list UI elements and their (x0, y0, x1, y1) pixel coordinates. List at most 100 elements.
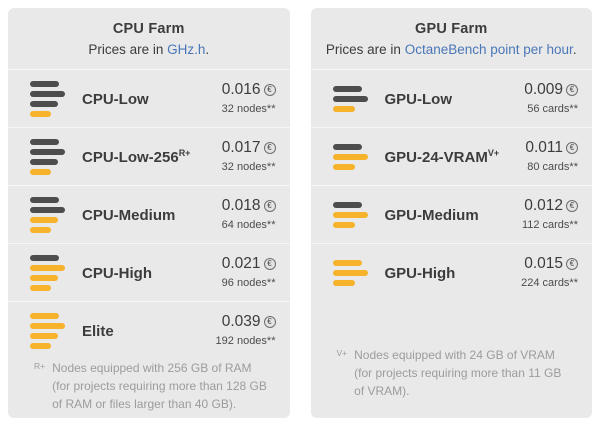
level-bar-active (332, 279, 355, 286)
level-bar-inactive (30, 148, 65, 155)
unit-link-ghzh[interactable]: GHz.h (167, 42, 206, 57)
plan-capacity: 192 nodes** (215, 334, 276, 347)
euro-coin-icon[interactable]: € (566, 200, 578, 213)
subtitle-suffix: . (205, 42, 210, 57)
plan-name: CPU-High (82, 264, 152, 282)
level-bar-active (30, 274, 58, 281)
plan-price-block: 0.018 € 64 nodes** (222, 197, 276, 231)
plan-price: 0.039 € (222, 313, 276, 331)
plan-name-superscript: V+ (487, 147, 500, 158)
plan-name: CPU-Low-256R+ (82, 147, 191, 166)
level-bar-inactive (332, 143, 362, 150)
footnote-text: Nodes equipped with 256 GB of RAM (for p… (52, 361, 267, 411)
plan-name: GPU-Medium (384, 206, 479, 224)
level-bar-inactive (332, 85, 362, 92)
level-bar-active (30, 332, 58, 339)
plan-price-block: 0.012 € 112 cards** (522, 197, 578, 231)
euro-coin-icon[interactable]: € (566, 142, 578, 155)
gpu-farm-panel: GPU Farm Prices are in OctaneBench point… (310, 8, 593, 418)
plan-name: CPU-Medium (82, 206, 176, 224)
plan-name-superscript: R+ (178, 147, 191, 158)
level-bar-active (30, 312, 59, 319)
level-bar-inactive (30, 254, 59, 261)
euro-coin-icon[interactable]: € (263, 142, 276, 155)
plan-row: Elite 0.039 € 192 nodes** (8, 301, 290, 359)
plan-price: 0.017 € (222, 139, 276, 157)
tier-level-icon (332, 143, 369, 170)
tier-level-icon (30, 80, 66, 117)
plan-price-block: 0.016 € 32 nodes** (222, 81, 276, 115)
level-bar-active (30, 110, 51, 117)
plan-row: CPU-Low 0.016 € 32 nodes** (8, 69, 290, 127)
panel-subtitle: Prices are in OctaneBench point per hour… (321, 42, 583, 57)
footnote-text: Nodes equipped with 24 GB of VRAM (for p… (354, 348, 562, 398)
level-bar-inactive (332, 201, 362, 208)
subtitle-suffix: . (572, 42, 577, 57)
tier-level-icon (30, 312, 66, 349)
plan-capacity: 224 cards** (521, 276, 578, 289)
gpu-plan-list: GPU-Low 0.009 € 56 cards** GPU-24-VRAMV+ … (310, 69, 592, 301)
unit-link-octanebench[interactable]: OctaneBench point per hour (404, 42, 573, 57)
level-bar-inactive (30, 206, 65, 213)
plan-row: GPU-Medium 0.012 € 112 cards** (310, 185, 592, 243)
level-bar-active (30, 226, 51, 233)
level-bar-active (30, 342, 51, 349)
plan-price: 0.011 € (525, 139, 578, 157)
plan-name: GPU-24-VRAMV+ (384, 147, 500, 166)
tier-level-icon (332, 85, 369, 112)
cpu-plan-list: CPU-Low 0.016 € 32 nodes** CPU-Low-256R+ … (8, 69, 290, 359)
level-bar-active (332, 259, 362, 266)
level-bar-active (30, 264, 65, 271)
level-bar-inactive (30, 138, 59, 145)
plan-price: 0.012 € (524, 197, 578, 215)
cpu-farm-panel: CPU Farm Prices are in GHz.h. CPU-Low 0.… (8, 8, 290, 418)
footnote-marker: V+ (336, 348, 348, 358)
tier-level-icon (30, 196, 66, 233)
tier-level-icon (332, 259, 369, 286)
plan-row: GPU-High 0.015 € 224 cards** (310, 243, 592, 301)
level-bar-active (332, 153, 368, 160)
panel-subtitle: Prices are in GHz.h. (18, 42, 280, 57)
plan-name: GPU-High (384, 264, 456, 282)
plan-price: 0.021 € (222, 255, 276, 273)
level-bar-active (332, 269, 368, 276)
plan-price: 0.016 € (222, 81, 276, 99)
panel-title: CPU Farm (112, 21, 185, 37)
plan-price: 0.009 € (524, 81, 578, 99)
level-bar-inactive (30, 158, 58, 165)
plan-price-block: 0.021 € 96 nodes** (222, 255, 276, 289)
euro-coin-icon[interactable]: € (263, 258, 276, 271)
plan-name: CPU-Low (82, 90, 149, 108)
plan-capacity: 64 nodes** (221, 218, 276, 231)
level-bar-active (332, 221, 355, 228)
gpu-farm-header: GPU Farm Prices are in OctaneBench point… (311, 8, 593, 69)
euro-coin-icon[interactable]: € (263, 84, 276, 97)
plan-price-block: 0.009 € 56 cards** (524, 81, 578, 115)
plan-price: 0.018 € (222, 197, 276, 215)
plan-capacity: 32 nodes** (221, 160, 276, 173)
subtitle-prefix: Prices are in (88, 42, 168, 57)
euro-coin-icon[interactable]: € (566, 258, 578, 271)
tier-level-icon (332, 201, 369, 228)
tier-level-icon (30, 138, 66, 175)
euro-coin-icon[interactable]: € (263, 316, 276, 329)
level-bar-active (332, 211, 368, 218)
plan-row: CPU-Medium 0.018 € 64 nodes** (8, 185, 290, 243)
level-bar-active (30, 322, 65, 329)
level-bar-inactive (30, 90, 65, 97)
euro-coin-icon[interactable]: € (263, 200, 276, 213)
plan-row: GPU-24-VRAMV+ 0.011 € 80 cards** (310, 127, 592, 185)
level-bar-inactive (332, 95, 368, 102)
cpu-farm-header: CPU Farm Prices are in GHz.h. (8, 8, 290, 69)
plan-name: Elite (82, 322, 114, 340)
plan-price-block: 0.011 € 80 cards** (525, 139, 578, 173)
level-bar-active (30, 284, 51, 291)
panel-title: GPU Farm (414, 21, 488, 37)
plan-row: GPU-Low 0.009 € 56 cards** (310, 69, 592, 127)
euro-coin-icon[interactable]: € (566, 84, 578, 97)
cpu-footnote: R+ Nodes equipped with 256 GB of RAM (fo… (8, 359, 290, 418)
plan-price: 0.015 € (524, 255, 578, 273)
footnote-marker: R+ (34, 361, 46, 371)
level-bar-active (30, 168, 51, 175)
plan-name: GPU-Low (384, 90, 453, 108)
